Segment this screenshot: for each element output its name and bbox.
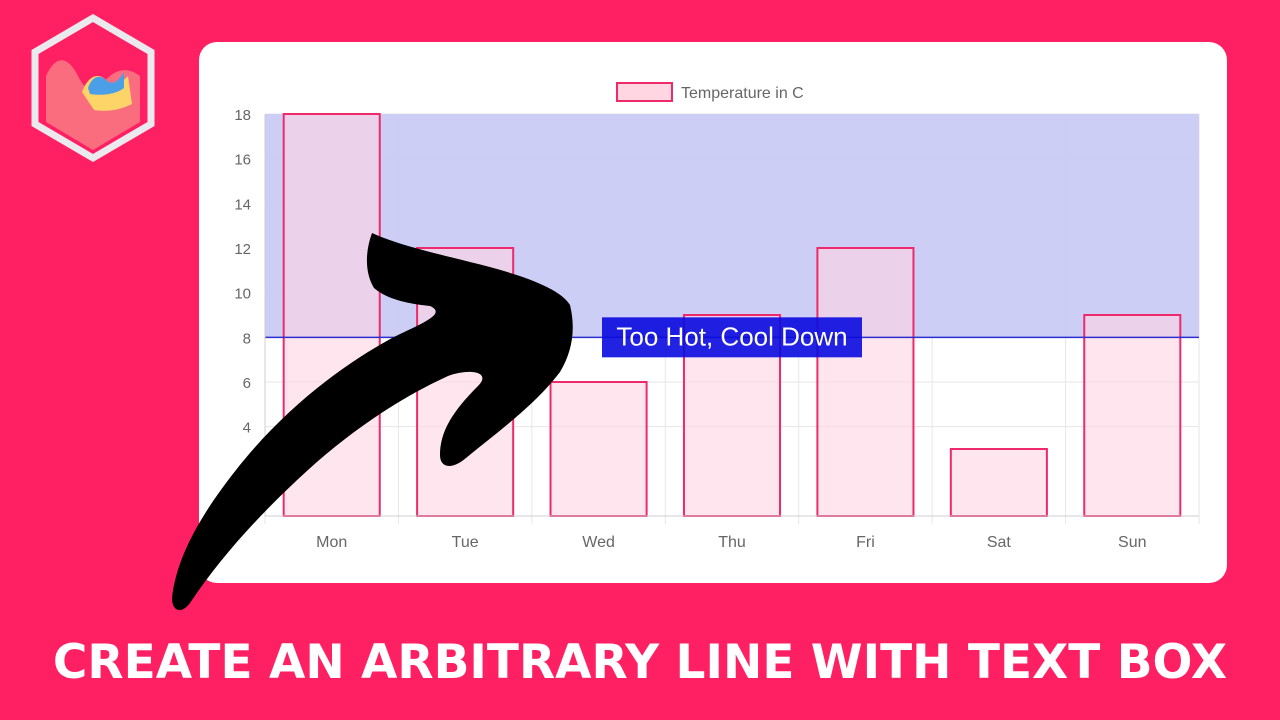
y-tick-label: 4 — [243, 420, 251, 437]
x-tick-label: Thu — [718, 534, 746, 551]
chart-card: Too Hot, Cool Down 4 6 8 10 12 14 16 18 Mon Tue We… — [199, 42, 1227, 583]
y-tick-label: 8 — [243, 330, 251, 347]
legend-swatch — [616, 82, 673, 102]
bar-mon — [282, 113, 381, 517]
x-tick-label: Fri — [856, 534, 875, 551]
y-tick-label: 12 — [234, 241, 251, 258]
y-tick-label: 14 — [234, 196, 251, 213]
annotation-label-box — [602, 317, 862, 358]
x-tick-label: Wed — [582, 534, 615, 551]
y-tick-label: 16 — [234, 152, 251, 169]
y-tick-label: 10 — [234, 286, 251, 303]
y-tick-label: 18 — [234, 107, 251, 124]
chartjs-logo-icon — [31, 14, 155, 163]
bar-tue — [416, 247, 515, 517]
annotation-region — [265, 114, 1199, 338]
bar-chart: Too Hot, Cool Down 4 6 8 10 12 14 16 18 Mon Tue We… — [234, 82, 1200, 551]
bar-sun — [1083, 314, 1182, 517]
chart-legend[interactable]: Temperature in C — [616, 82, 804, 102]
bar-fri — [816, 247, 915, 517]
bar-wed — [549, 381, 648, 517]
x-tick-label: Sat — [987, 534, 1012, 551]
y-tick-label: 6 — [243, 375, 251, 392]
bar-sat — [949, 448, 1048, 517]
legend-label: Temperature in C — [681, 85, 804, 102]
banner-title: CREATE AN ARBITRARY LINE WITH TEXT BOX — [52, 635, 1228, 690]
x-tick-label: Sun — [1118, 534, 1146, 551]
x-tick-label: Tue — [452, 534, 479, 551]
x-tick-label: Mon — [316, 534, 347, 551]
annotation-label: Too Hot, Cool Down — [616, 321, 847, 351]
